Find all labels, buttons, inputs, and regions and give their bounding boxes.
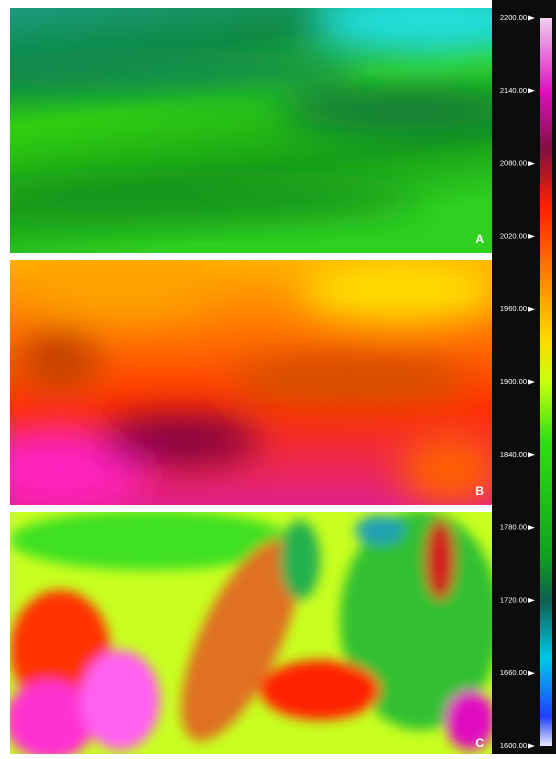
colorbar-tick-label: 2140.00 [500,86,527,95]
panel-label: A [475,232,484,246]
colorbar [540,18,552,746]
panel-label: B [475,484,484,498]
colorbar-tick-label: 1900.00 [500,377,527,386]
colorbar-tick-label: 2020.00 [500,231,527,240]
colorbar-tick-label: 1720.00 [500,595,527,604]
panel-b-image [0,260,500,510]
panel-a-image [0,0,550,253]
colorbar-tick-label: 2200.00 [500,13,527,22]
colorbar-tick-label: 1660.00 [500,668,527,677]
panel-c-image [5,510,500,754]
panel-label: C [475,736,484,750]
colorbar-tick-label: 1840.00 [500,450,527,459]
colorbar-tick-label: 1600.00 [500,741,527,750]
colorbar-tick-label: 1960.00 [500,304,527,313]
colorbar-tick-label: 2080.00 [500,159,527,168]
colorbar-tick-label: 1780.00 [500,523,527,532]
figure: A B C 2200.00 2140.00 2080.00 2020.00 1960.0… [0,0,556,754]
